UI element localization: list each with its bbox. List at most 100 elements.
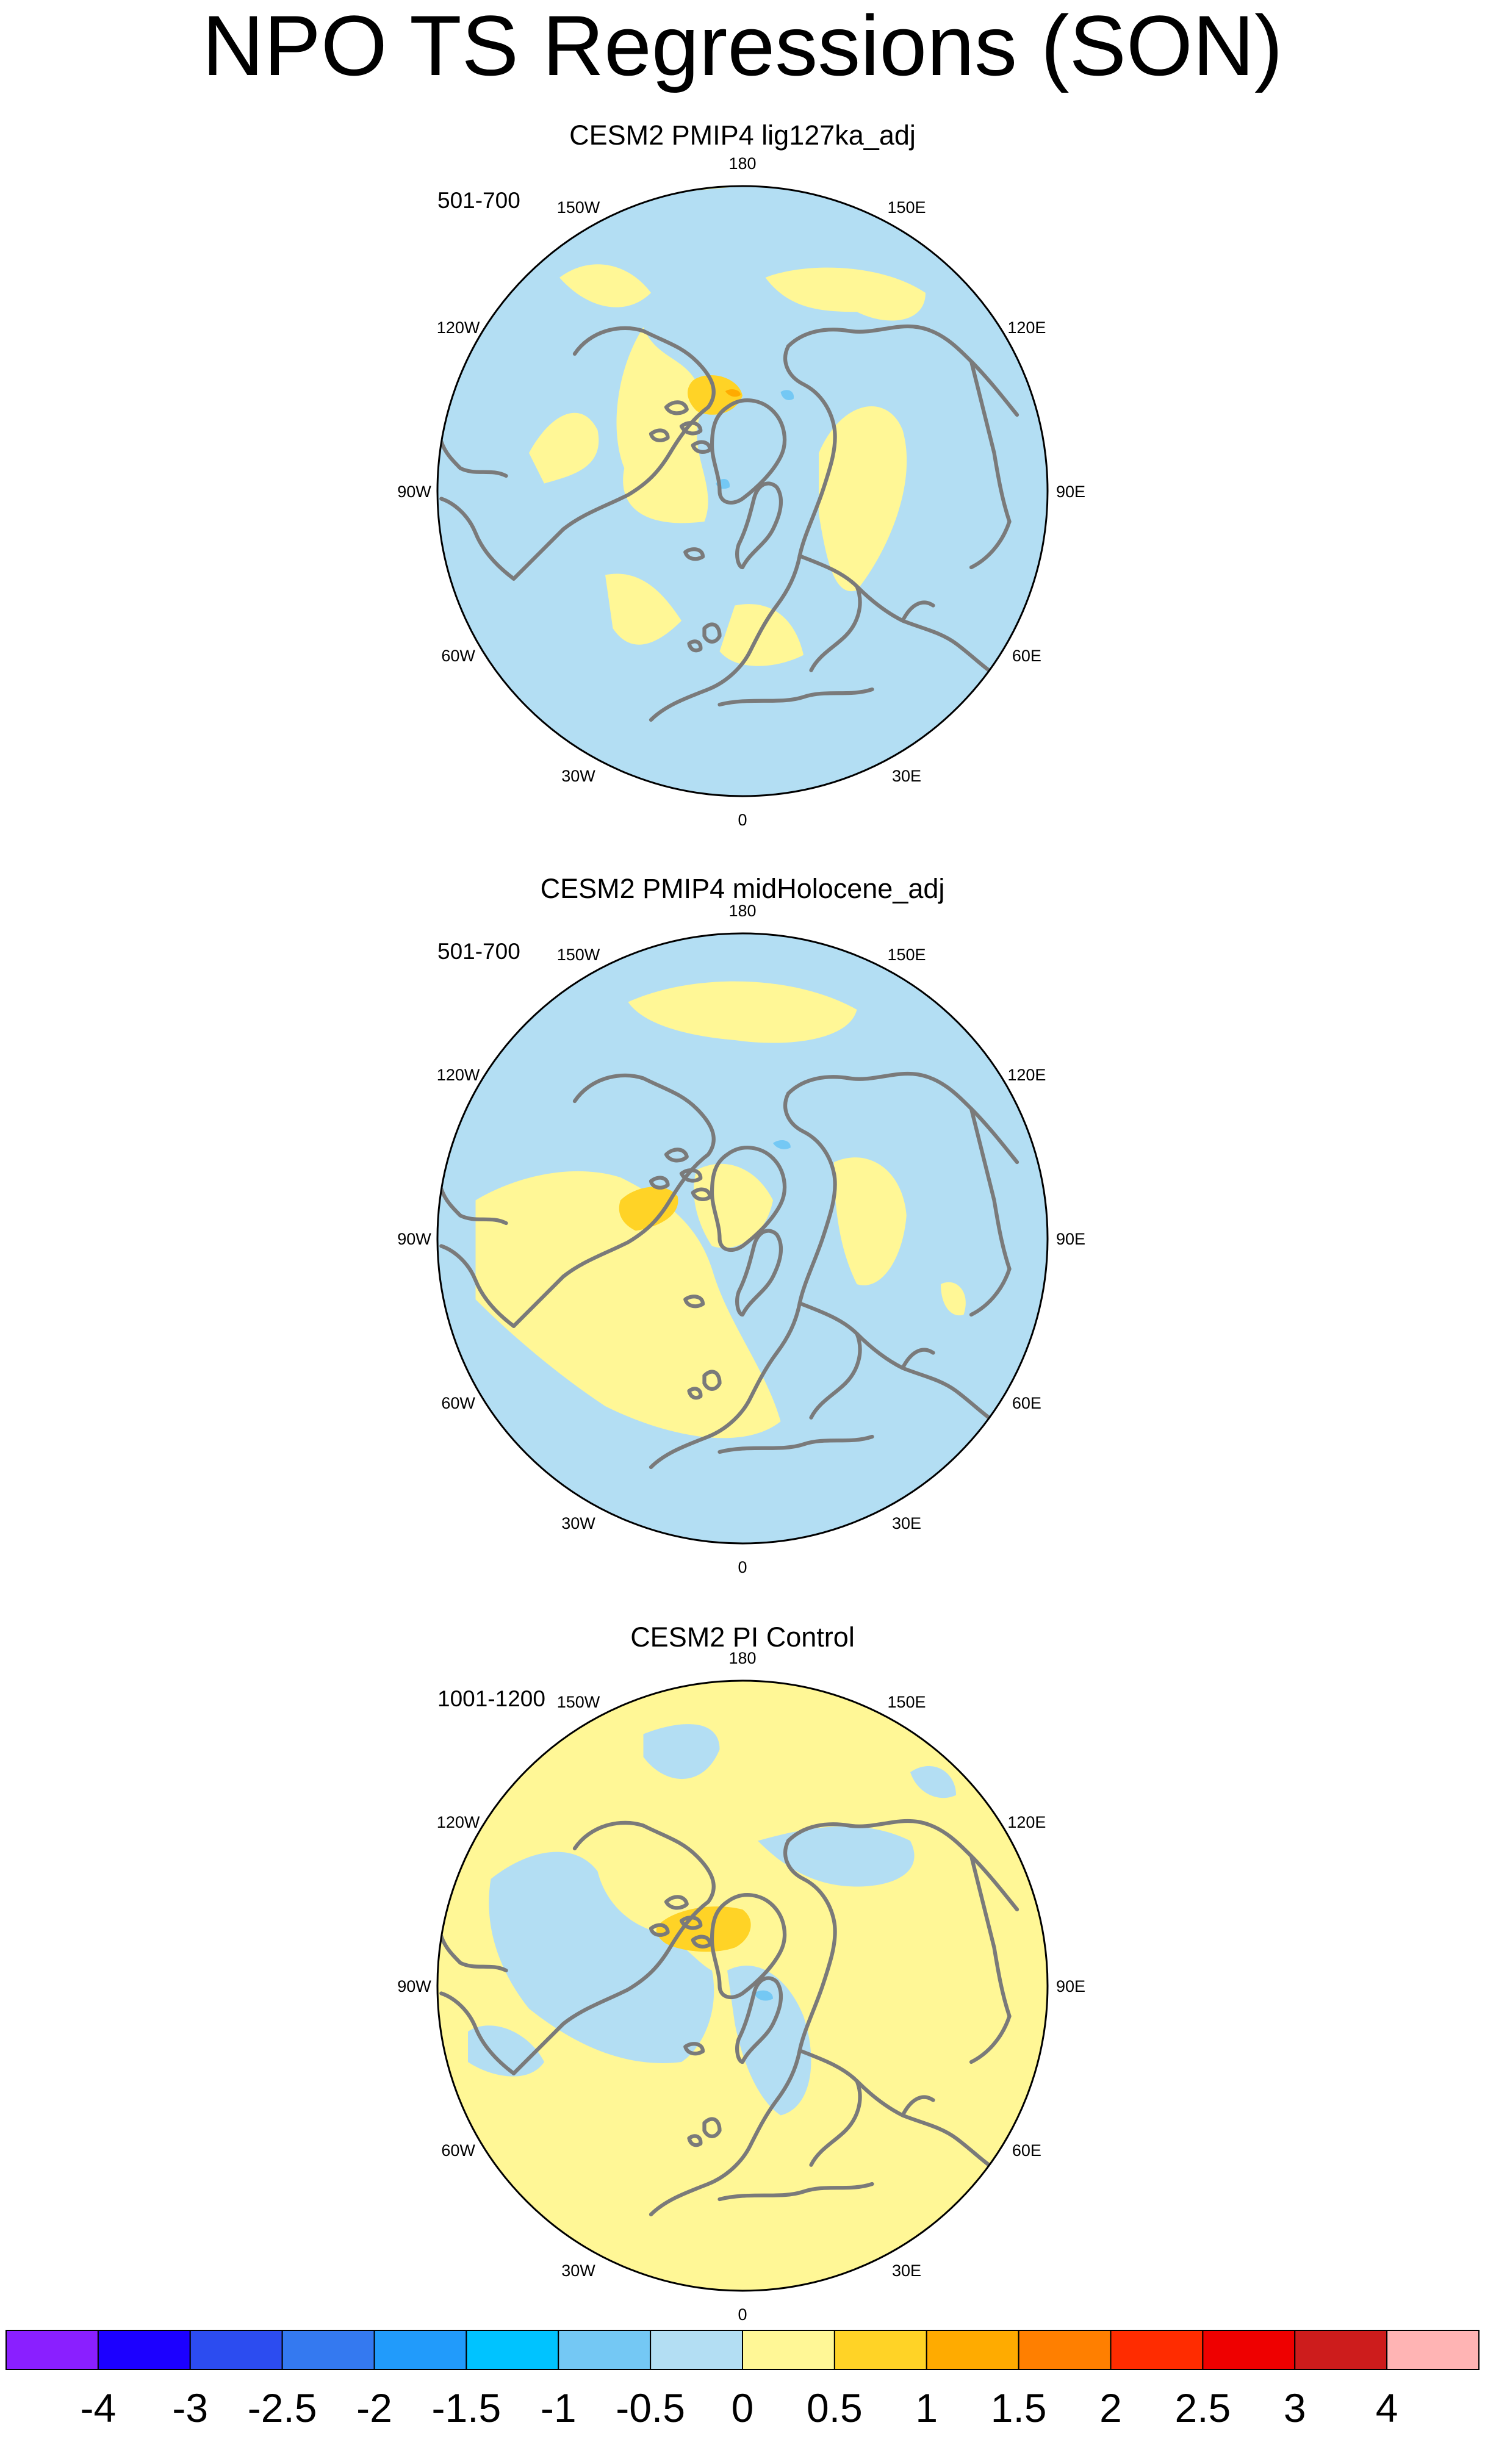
longitude-label: 150E <box>887 1693 926 1711</box>
colorbar-swatch <box>189 2330 283 2370</box>
colorbar-tick-label: 1 <box>915 2385 938 2430</box>
coastline <box>439 497 516 581</box>
coastline <box>717 2182 874 2202</box>
longitude-label: 120E <box>1007 1066 1046 1084</box>
colorbar-swatch <box>281 2330 375 2370</box>
colorbar-tick-label: 0.5 <box>807 2385 863 2430</box>
coastline <box>439 1244 516 1328</box>
longitude-label: 60E <box>1012 2141 1041 2160</box>
coastline <box>691 440 712 454</box>
longitude-label: 60E <box>1012 647 1041 665</box>
coastline <box>775 1839 837 2102</box>
polar-map: 180 150E 120E 90E 60E 30E 0 30W 60W 90W 120W 150W <box>397 1649 1085 2324</box>
contour-region <box>489 1852 714 2063</box>
longitude-label: 60W <box>441 1394 475 1412</box>
colorbar-tick-label: -2 <box>356 2385 392 2430</box>
coastline <box>649 1923 670 1937</box>
longitude-label: 180 <box>728 1649 756 1667</box>
contour-region <box>834 1157 907 1285</box>
coastline <box>735 1229 783 1317</box>
contour-region <box>819 406 907 592</box>
coastline <box>511 326 716 581</box>
coastline <box>969 519 1012 570</box>
coastline <box>735 481 783 570</box>
contour-region <box>616 327 708 523</box>
coastline <box>683 2042 705 2056</box>
longitude-label: 150W <box>557 1693 600 1711</box>
colorbar-tick-label: 3 <box>1284 2385 1306 2430</box>
colorbar-swatch <box>466 2330 559 2370</box>
longitude-label: 120W <box>437 1813 480 1831</box>
coastline <box>969 1107 1012 1271</box>
regression-field <box>437 186 1048 796</box>
coastlines <box>439 1819 1019 2217</box>
contour-region <box>773 1140 791 1149</box>
longitude-label: 0 <box>738 1558 747 1576</box>
longitude-label: 120E <box>1007 1813 1046 1831</box>
colorbar-swatch <box>926 2330 1019 2370</box>
longitude-label: 60W <box>441 647 475 665</box>
longitude-label: 30E <box>892 1514 921 1532</box>
colorbar-swatch <box>1386 2330 1480 2370</box>
coastline <box>809 584 862 672</box>
coastline <box>649 1176 670 1190</box>
coastline <box>775 344 837 608</box>
contour-region <box>758 1826 915 1887</box>
colorbar-swatch <box>558 2330 652 2370</box>
contour-region <box>559 264 651 307</box>
colorbar-tick-label: 1.5 <box>991 2385 1047 2430</box>
longitude-label: 90W <box>397 483 431 501</box>
polar-map: 180 150E 120E 90E 60E 30E 0 30W 60W 90W 120W 150W <box>397 902 1085 1576</box>
contour-region <box>941 1282 966 1316</box>
coastline <box>691 1934 712 1949</box>
map-boundary <box>436 185 1049 797</box>
coastline <box>717 687 874 707</box>
longitude-label: 90E <box>1056 483 1085 501</box>
coastlines <box>439 324 1019 722</box>
coastline <box>683 1295 705 1309</box>
coastline <box>710 1893 787 2000</box>
panel-title: CESM2 PI Control <box>630 1622 855 1653</box>
coastline <box>809 1332 862 1420</box>
coastline <box>702 622 722 644</box>
colorbar-tick-label: -4 <box>81 2385 117 2430</box>
longitude-label: 150E <box>887 946 926 964</box>
panel-title: CESM2 PMIP4 lig127ka_adj <box>569 120 916 151</box>
coastline <box>439 439 508 478</box>
coastline <box>687 2134 703 2147</box>
contour-region <box>619 1187 678 1231</box>
regression-field <box>437 1681 1048 2291</box>
longitude-label: 0 <box>738 2305 747 2324</box>
colorbar-swatch <box>650 2330 743 2370</box>
longitude-label: 30W <box>561 767 595 785</box>
longitude-label: 30E <box>892 2261 921 2280</box>
longitude-label: 150W <box>557 198 600 217</box>
coastline <box>809 2079 862 2167</box>
coastline <box>969 1266 1012 1317</box>
coastline <box>511 1820 716 2075</box>
colorbar-tick-label: -0.5 <box>616 2385 685 2430</box>
polar-map: 180 150E 120E 90E 60E 30E 0 30W 60W 90W 120W 150W <box>397 154 1085 829</box>
coastline <box>439 1934 508 1973</box>
coastline <box>901 600 935 623</box>
colorbar-tick-label: 2.5 <box>1175 2385 1231 2430</box>
coastline <box>511 1073 716 1328</box>
coastline <box>786 1071 1019 1165</box>
coastline <box>702 2117 722 2138</box>
coastline <box>735 1976 783 2064</box>
coastline <box>702 1370 722 1391</box>
longitude-label: 0 <box>738 811 747 829</box>
coastline <box>649 603 779 722</box>
colorbar-swatch <box>742 2330 835 2370</box>
regression-field <box>437 933 1048 1543</box>
coastline <box>710 1146 787 1252</box>
coastline <box>786 324 1019 417</box>
coastline <box>439 1187 508 1226</box>
map-boundary <box>436 932 1049 1545</box>
colorbar-swatch <box>1018 2330 1112 2370</box>
contour-region <box>765 267 926 321</box>
colorbar-tick-label: 2 <box>1099 2385 1122 2430</box>
coastline <box>687 639 703 653</box>
coastline <box>901 1348 935 1370</box>
coastline <box>664 1895 689 1910</box>
